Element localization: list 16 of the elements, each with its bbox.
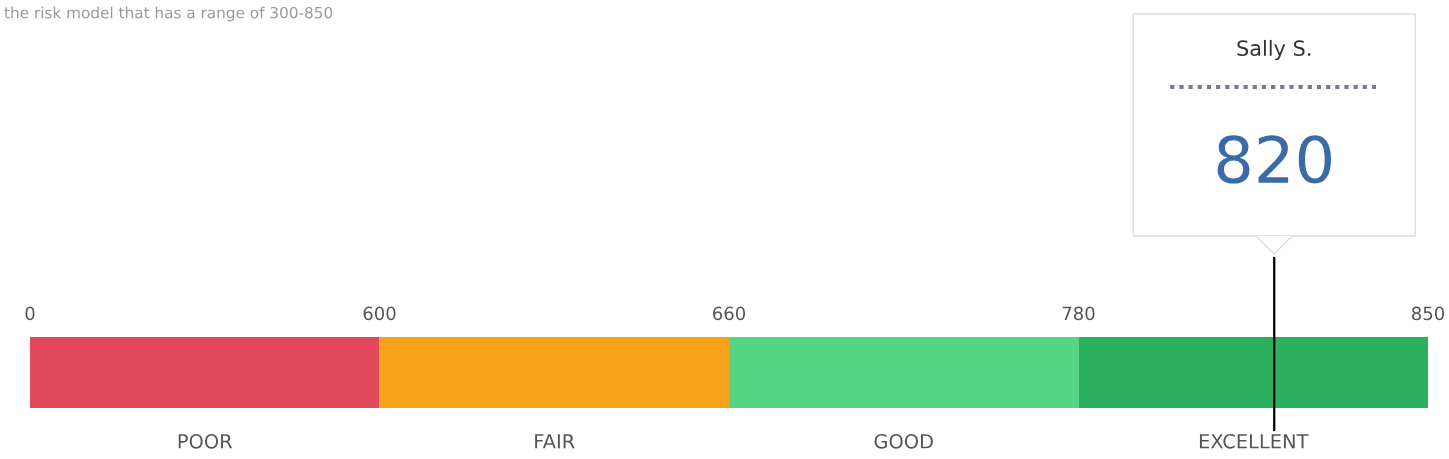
bar [1078,337,1428,408]
series-label: FAIR [535,434,575,449]
text: 780 [1062,306,1095,321]
chart-subtitle: the risk model that has a range of 300-850 [4,6,333,22]
series-label: GOOD [874,433,933,449]
text: 660 [713,306,746,321]
series-label: EXCELLENT [1199,433,1309,449]
bar [30,337,380,408]
series-label: POOR [178,433,233,449]
text: 850 [1411,306,1445,321]
text: Sally S. [1237,39,1311,61]
text: 0 [25,306,35,321]
bar [729,337,1079,408]
text: 600 [363,306,396,321]
text: 820 [1217,135,1331,184]
bar [379,337,729,408]
